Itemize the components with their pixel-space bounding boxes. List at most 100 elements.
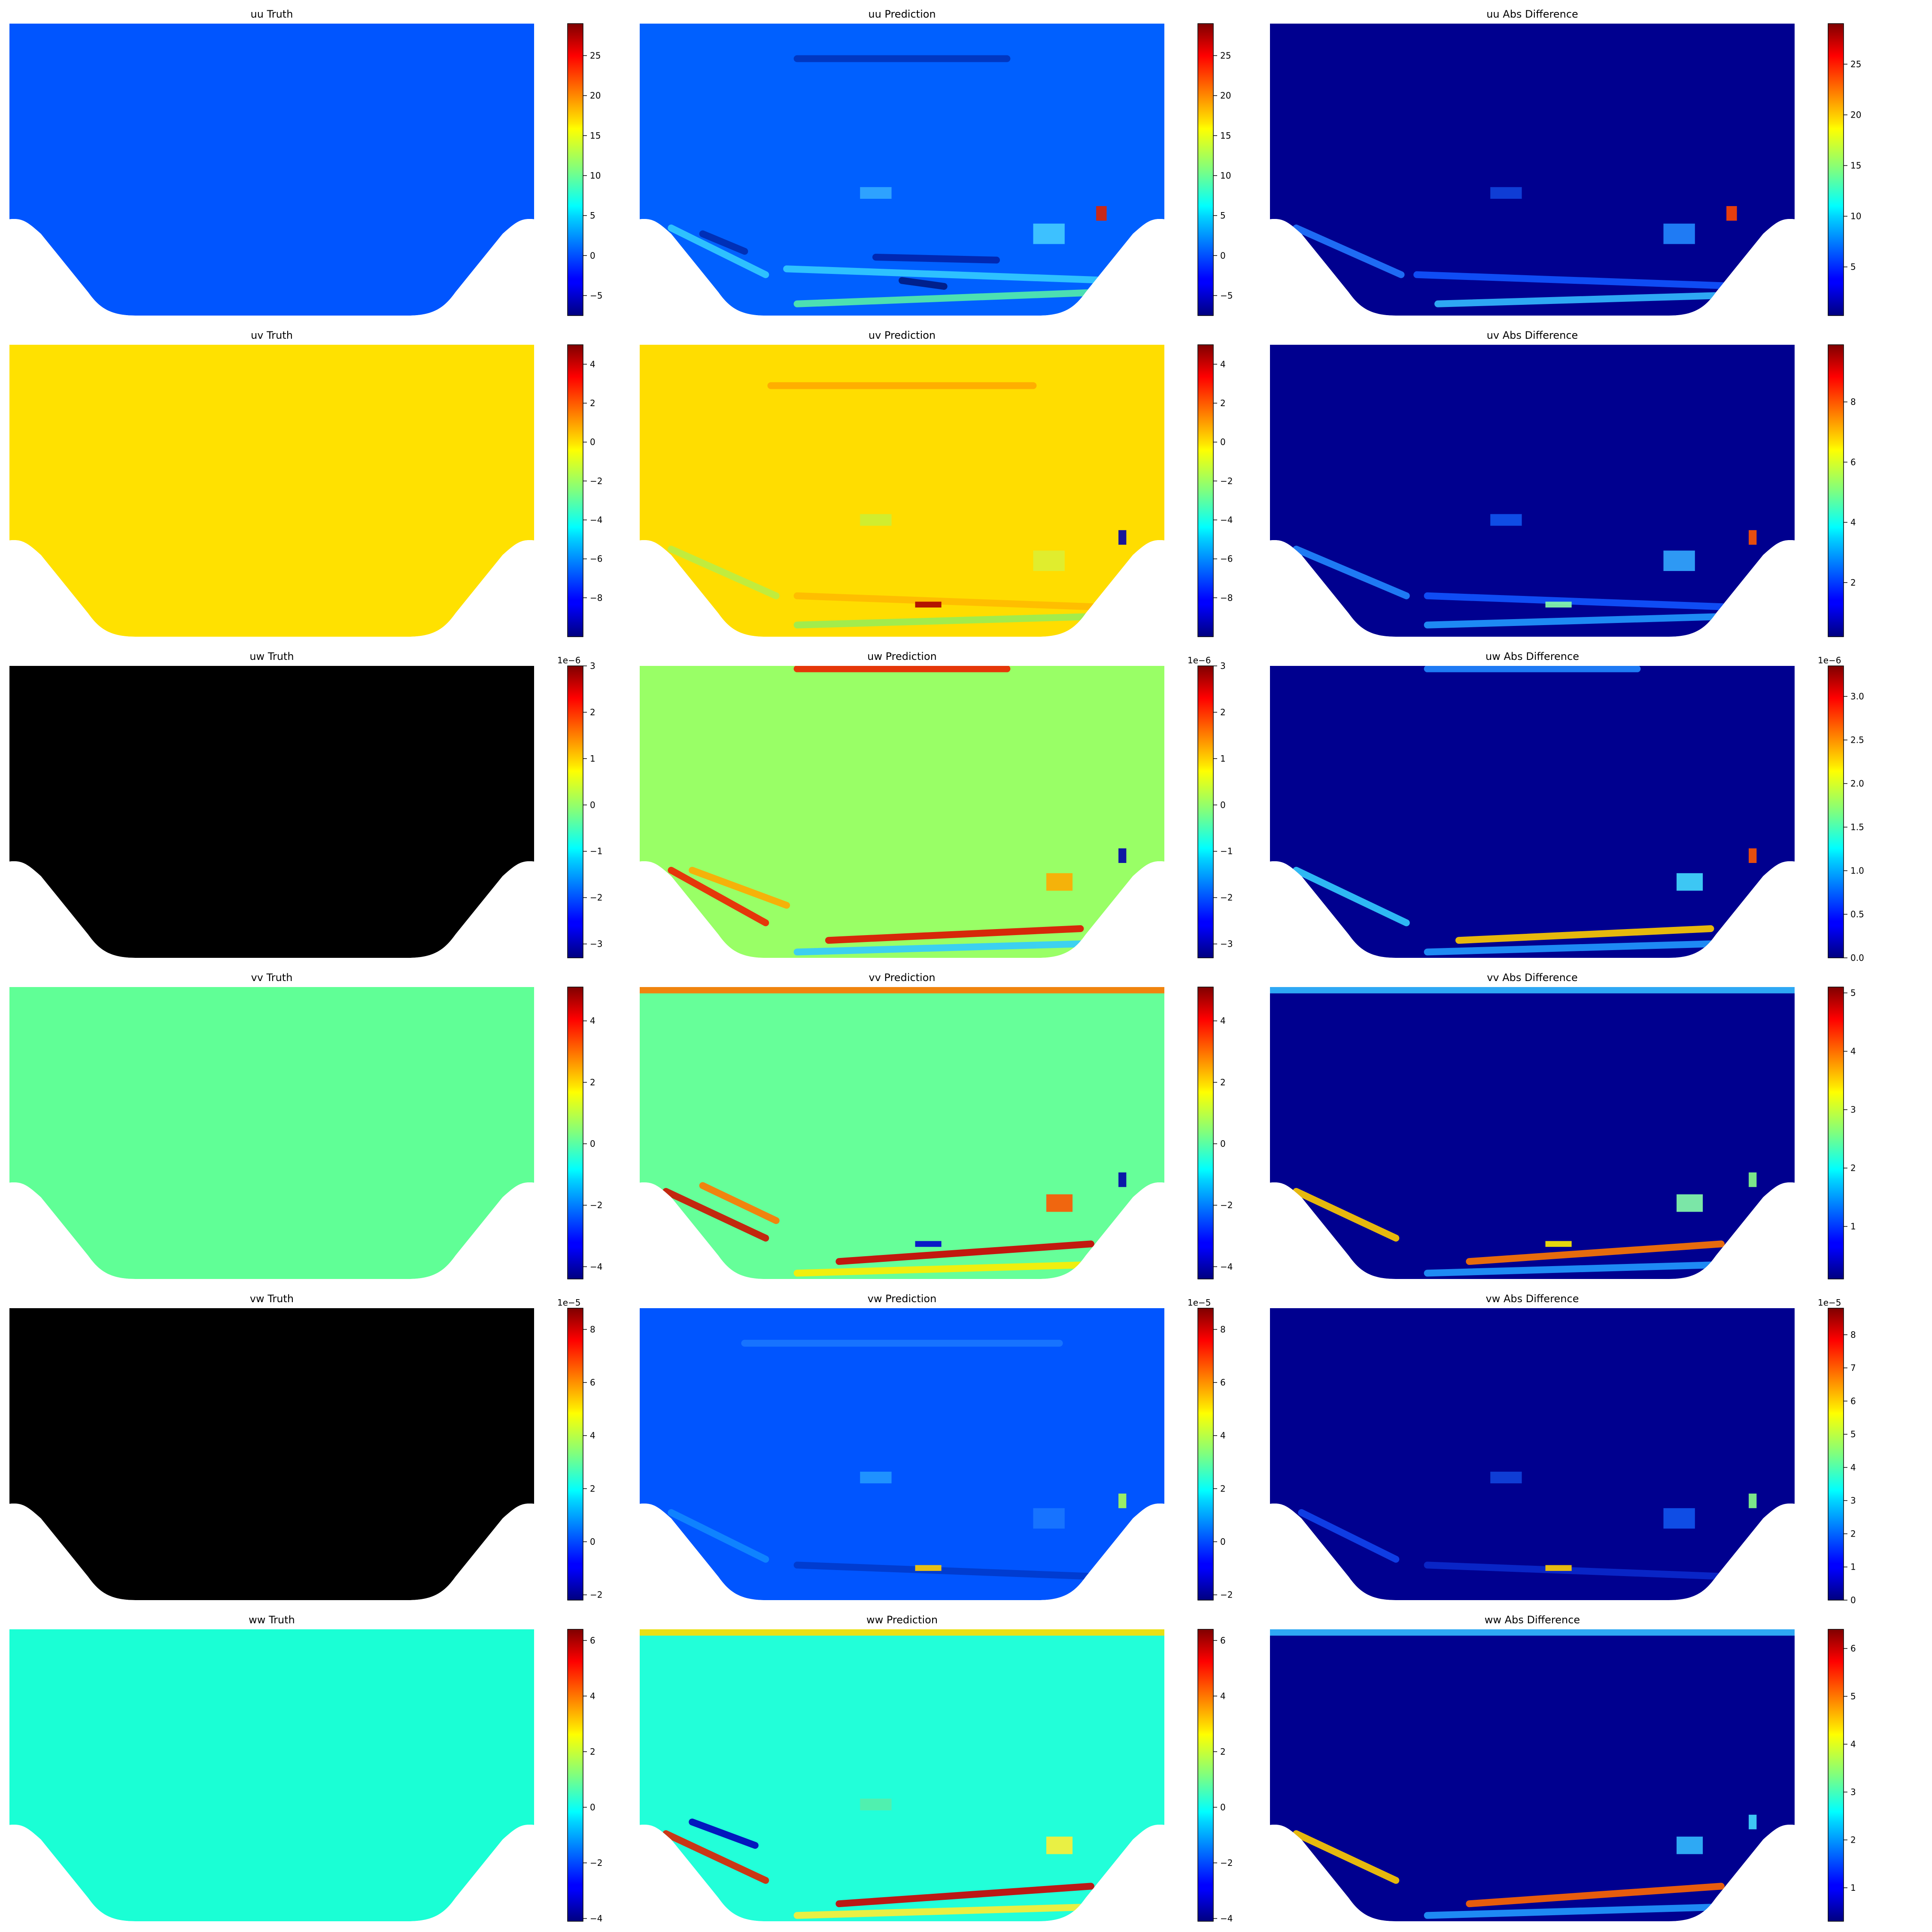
colorbar: −5 0 5 10 15 20 25 bbox=[1197, 23, 1233, 316]
colorbar-multiplier: 1e−5 bbox=[1818, 1297, 1841, 1308]
field-feature-streak bbox=[1424, 592, 1746, 611]
panel-title: uu Abs Difference bbox=[1486, 8, 1578, 20]
colorbar-tick-label: −2 bbox=[1220, 1858, 1233, 1868]
field-feature-streak bbox=[1424, 1261, 1735, 1277]
colorbar-tick-label: 6 bbox=[590, 1635, 595, 1646]
field-background bbox=[9, 987, 534, 1279]
colorbar-gradient bbox=[1828, 1308, 1844, 1601]
field-feature-streak bbox=[1424, 1561, 1735, 1580]
colorbar-tick-label: −2 bbox=[1220, 476, 1233, 486]
colorbar: −2 0 2 4 6 8 1e−5 bbox=[557, 1297, 602, 1601]
panel-title: vv Truth bbox=[251, 972, 293, 984]
colorbar-tick-label: −2 bbox=[1220, 1200, 1233, 1210]
colorbar-gradient bbox=[1828, 665, 1844, 958]
colorbar-tick-label: 3.0 bbox=[1850, 691, 1864, 702]
field-feature-streak bbox=[689, 867, 790, 909]
colorbar: 2 4 6 8 bbox=[1828, 344, 1856, 637]
colorbar: −2 0 2 4 6 8 1e−5 bbox=[1188, 1297, 1233, 1601]
colorbar-tick-label: 4 bbox=[1850, 1462, 1856, 1473]
field-background bbox=[640, 987, 1164, 1279]
field-feature-streak bbox=[1424, 613, 1735, 629]
panel-uw-truth: uw Truth −3 −2 −1 0 1 2 3 1e−6 bbox=[9, 650, 602, 958]
colorbar-tick-label: 4 bbox=[590, 1431, 595, 1441]
colorbar-tick-label: −4 bbox=[1220, 515, 1233, 525]
panel-vv-truth: vv Truth −4 −2 0 2 4 bbox=[9, 972, 602, 1279]
colorbar-tick-label: 0 bbox=[1220, 250, 1226, 261]
field-feature-streak bbox=[668, 1509, 769, 1563]
field-feature-streak bbox=[1293, 225, 1405, 278]
field-feature-streak bbox=[1293, 546, 1410, 599]
field-feature-spot bbox=[1033, 223, 1065, 244]
colorbar-tick-label: 4 bbox=[1850, 517, 1856, 528]
panel-title: vv Prediction bbox=[869, 972, 935, 984]
colorbar-tick-label: −4 bbox=[1220, 1914, 1233, 1924]
colorbar: 1 2 3 4 5 bbox=[1828, 987, 1856, 1279]
field-background bbox=[9, 24, 534, 316]
colorbar-tick-label: −3 bbox=[590, 939, 602, 949]
colorbar-multiplier: 1e−6 bbox=[1818, 655, 1841, 665]
colorbar-tick-label: −5 bbox=[590, 290, 602, 301]
panel-uu-prediction: uu Prediction −5 0 5 10 15 20 25 bbox=[640, 8, 1233, 316]
colorbar-tick-label: 25 bbox=[590, 51, 601, 61]
colorbar-tick-label: 6 bbox=[1220, 1635, 1226, 1646]
colorbar-tick-label: 2 bbox=[1850, 577, 1856, 588]
colorbar-multiplier: 1e−5 bbox=[557, 1297, 581, 1308]
colorbar-gradient bbox=[1197, 665, 1214, 958]
field-feature-streak bbox=[1434, 292, 1735, 307]
colorbar-tick-label: 2 bbox=[590, 1483, 595, 1494]
heatmap-field bbox=[640, 24, 1164, 316]
field-feature-streak bbox=[668, 546, 780, 599]
colorbar-tick-label: −2 bbox=[590, 1590, 602, 1600]
colorbar-tick-label: 5 bbox=[1850, 1429, 1856, 1440]
colorbar-tick-label: 1 bbox=[1850, 1562, 1856, 1572]
colorbar-tick-label: 8 bbox=[590, 1324, 595, 1334]
field-background bbox=[640, 1308, 1164, 1600]
field-feature-spot bbox=[1677, 873, 1703, 891]
panel-ww-prediction: ww Prediction −4 −2 0 2 4 6 bbox=[640, 1614, 1233, 1924]
colorbar-tick-label: 2 bbox=[1220, 398, 1226, 408]
heatmap-field bbox=[640, 987, 1164, 1279]
colorbar-tick-label: −6 bbox=[590, 554, 602, 564]
colorbar-gradient bbox=[1197, 344, 1214, 637]
colorbar: −4 −2 0 2 4 bbox=[567, 987, 602, 1279]
colorbar-tick-label: 20 bbox=[590, 91, 601, 101]
field-feature-streak bbox=[793, 1903, 1105, 1919]
colorbar-tick-label: 1 bbox=[1850, 1883, 1856, 1893]
panel-title: vw Truth bbox=[250, 1293, 294, 1305]
colorbar: −5 0 5 10 15 20 25 bbox=[567, 23, 602, 316]
colorbar-tick-label: 2.5 bbox=[1850, 735, 1864, 745]
field-feature-streak bbox=[699, 1182, 780, 1224]
field-feature-spot bbox=[1726, 206, 1737, 221]
colorbar: 0.0 0.5 1.0 1.5 2.0 2.5 3.0 1e−6 bbox=[1818, 655, 1864, 963]
field-feature-streak bbox=[1413, 271, 1746, 290]
colorbar-tick-label: 15 bbox=[1850, 161, 1861, 171]
field-feature-spot bbox=[1118, 848, 1127, 863]
field-feature-spot bbox=[1749, 1172, 1757, 1187]
colorbar-tick-label: 5 bbox=[1850, 988, 1856, 998]
colorbar-tick-label: 0 bbox=[590, 1139, 595, 1149]
heatmap-field bbox=[640, 1308, 1164, 1600]
field-feature-spot bbox=[1749, 1493, 1757, 1508]
field-feature-spot bbox=[860, 1798, 892, 1810]
panel-uw-prediction: uw Prediction −3 −2 −1 0 1 2 3 1e−6 bbox=[640, 650, 1233, 958]
colorbar-tick-label: 4 bbox=[590, 1691, 595, 1701]
field-feature-spot bbox=[1663, 1508, 1695, 1529]
field-feature-streak bbox=[689, 1818, 759, 1849]
heatmap-field bbox=[1270, 1629, 1795, 1921]
colorbar-tick-label: 7 bbox=[1850, 1363, 1856, 1373]
field-background bbox=[9, 666, 534, 958]
heatmap-field bbox=[1270, 345, 1795, 637]
panel-title: uu Truth bbox=[251, 8, 293, 20]
colorbar: 1 2 3 4 5 6 bbox=[1828, 1629, 1856, 1922]
colorbar-tick-label: −2 bbox=[590, 893, 602, 903]
field-feature-streak bbox=[668, 225, 769, 278]
colorbar-tick-label: −6 bbox=[1220, 554, 1233, 564]
colorbar-tick-label: 10 bbox=[590, 170, 601, 181]
colorbar-tick-label: 8 bbox=[1850, 397, 1856, 407]
colorbar-tick-label: 15 bbox=[1220, 131, 1231, 141]
colorbar-tick-label: −4 bbox=[1220, 1261, 1233, 1272]
field-feature-streak bbox=[793, 592, 1115, 611]
colorbar-tick-label: −4 bbox=[590, 515, 602, 525]
heatmap-field bbox=[9, 1629, 534, 1921]
field-feature-streak bbox=[793, 613, 1105, 629]
